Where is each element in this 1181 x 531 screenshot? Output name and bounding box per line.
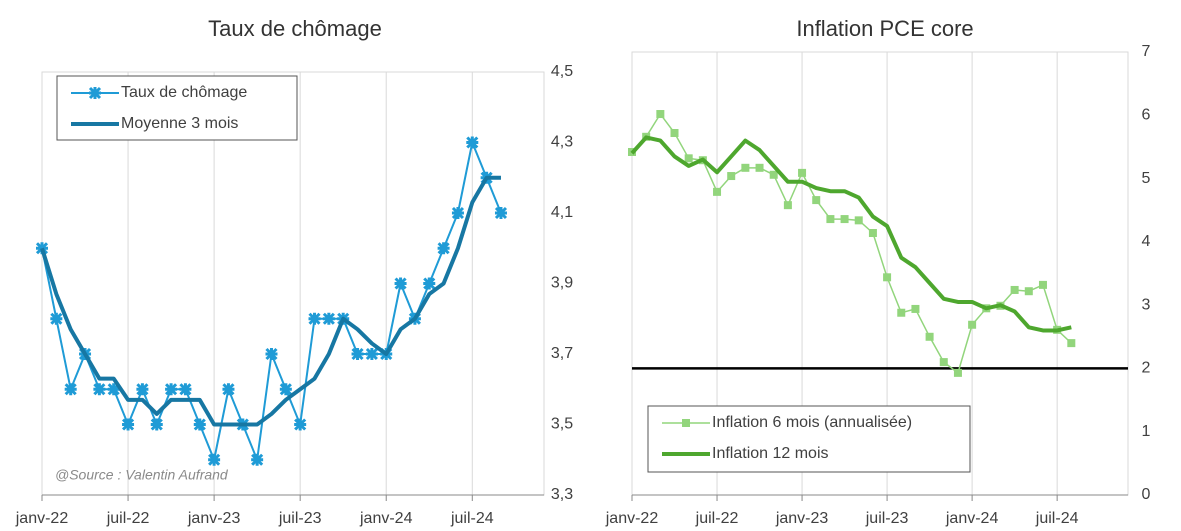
point-marker xyxy=(365,347,378,361)
point-marker xyxy=(868,228,877,237)
y-tick-label: 6 xyxy=(1142,107,1151,124)
x-tick-label: juil-24 xyxy=(1035,510,1079,527)
point-marker xyxy=(251,453,264,466)
point-marker xyxy=(1010,285,1019,294)
chart-title: Inflation PCE core xyxy=(796,16,973,41)
point-marker xyxy=(968,320,977,329)
point-marker xyxy=(1024,287,1033,296)
point-marker xyxy=(897,308,906,317)
series-line xyxy=(40,175,501,427)
point-marker xyxy=(193,418,206,431)
y-tick-label: 0 xyxy=(1142,486,1151,503)
x-tick-label: juil-23 xyxy=(278,510,322,527)
point-marker xyxy=(953,368,962,377)
point-marker xyxy=(107,383,120,396)
y-tick-label: 1 xyxy=(1142,423,1151,440)
legend-box xyxy=(647,405,971,473)
point-marker xyxy=(322,312,335,325)
point-marker xyxy=(121,418,135,431)
x-tick-label: juil-22 xyxy=(106,510,150,527)
point-marker xyxy=(826,215,835,224)
point-marker xyxy=(883,273,892,282)
legend-label: Inflation 6 mois (annualisée) xyxy=(712,414,912,431)
legend-label: Inflation 12 mois xyxy=(712,445,829,462)
point-marker xyxy=(741,163,750,172)
y-tick-label: 5 xyxy=(1142,170,1151,187)
y-tick-label: 4,1 xyxy=(551,204,573,221)
x-tick-label: juil-23 xyxy=(865,510,909,527)
point-marker xyxy=(670,129,679,138)
point-marker xyxy=(494,206,508,220)
point-marker xyxy=(939,358,948,367)
point-marker xyxy=(911,304,920,313)
x-tick-label: juil-22 xyxy=(695,510,739,527)
point-marker xyxy=(656,110,665,119)
point-marker xyxy=(713,187,722,196)
point-marker xyxy=(179,383,192,396)
point-marker xyxy=(222,383,235,396)
legend-label: Taux de chômage xyxy=(121,84,247,101)
point-marker xyxy=(727,172,736,181)
point-marker xyxy=(451,206,465,220)
chart-title: Taux de chômage xyxy=(208,16,382,41)
x-tick-label: janv-22 xyxy=(15,510,69,527)
point-marker xyxy=(150,418,163,431)
point-marker xyxy=(423,277,436,290)
y-tick-label: 3,3 xyxy=(551,486,573,503)
point-marker xyxy=(783,201,792,210)
x-tick-label: janv-24 xyxy=(359,510,413,527)
point-marker xyxy=(136,383,149,396)
y-tick-label: 3,7 xyxy=(551,345,573,362)
point-marker xyxy=(769,170,778,179)
point-marker xyxy=(208,453,221,466)
x-tick-label: juil-24 xyxy=(450,510,494,527)
x-tick-label: janv-24 xyxy=(945,510,999,527)
y-tick-label: 4 xyxy=(1142,233,1151,250)
series-line xyxy=(630,135,1072,333)
point-marker xyxy=(93,383,106,396)
point-marker xyxy=(1038,280,1047,289)
point-marker xyxy=(684,154,693,163)
point-marker xyxy=(812,196,821,205)
point-marker xyxy=(1067,339,1076,348)
y-tick-label: 3,5 xyxy=(551,416,573,433)
point-marker xyxy=(265,347,278,361)
point-marker xyxy=(308,312,321,325)
point-marker xyxy=(755,163,764,172)
point-marker xyxy=(64,383,77,396)
legend-box xyxy=(56,75,298,141)
legend-marker xyxy=(682,419,690,427)
point-marker xyxy=(279,383,292,396)
point-marker xyxy=(840,215,849,224)
legend-label: Moyenne 3 mois xyxy=(121,115,238,132)
x-tick-label: janv-23 xyxy=(775,510,829,527)
y-tick-label: 4,5 xyxy=(551,63,573,80)
annotation: @Source : Valentin Aufrand xyxy=(55,467,229,483)
point-marker xyxy=(50,312,63,325)
point-marker xyxy=(351,347,364,361)
point-marker xyxy=(854,216,863,225)
point-marker xyxy=(294,418,307,431)
legend-marker xyxy=(88,86,102,100)
point-marker xyxy=(925,332,934,341)
point-marker xyxy=(437,242,450,255)
y-tick-label: 4,3 xyxy=(551,134,573,151)
y-tick-label: 2 xyxy=(1142,360,1151,377)
x-tick-label: janv-23 xyxy=(187,510,241,527)
point-marker xyxy=(466,136,479,149)
x-tick-label: janv-22 xyxy=(605,510,659,527)
y-tick-label: 3 xyxy=(1142,296,1151,313)
point-marker xyxy=(394,277,407,290)
y-tick-label: 3,9 xyxy=(551,275,573,292)
y-tick-label: 7 xyxy=(1142,43,1151,60)
point-marker xyxy=(798,168,807,177)
point-marker xyxy=(165,383,178,396)
